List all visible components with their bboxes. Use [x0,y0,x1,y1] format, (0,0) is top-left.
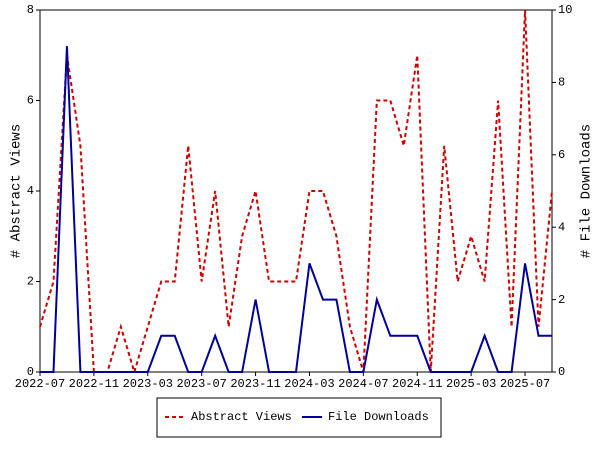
y2-tick-label: 4 [558,220,565,234]
y-tick-label: 6 [27,94,34,108]
plot-area [39,9,553,373]
x-tick-label: 2025-03 [446,377,496,391]
y2-tick-label: 0 [558,365,565,379]
x-tick-label: 2024-11 [392,377,442,391]
series-line [40,46,552,373]
x-tick-label: 2023-03 [123,377,173,391]
x-tick-label: 2023-11 [230,377,280,391]
y2-tick-label: 6 [558,148,565,162]
x-tick-label: 2024-07 [338,377,388,391]
y2-tick-label: 2 [558,293,565,307]
y-tick-label: 8 [27,3,34,17]
y2-tick-label: 8 [558,76,565,90]
y2-axis-title: # File Downloads [579,124,595,258]
x-tick-label: 2024-03 [284,377,334,391]
y-axis-title: # Abstract Views [9,124,25,258]
y-tick-label: 0 [27,365,34,379]
legend-label: Abstract Views [191,410,292,424]
y2-tick-label: 10 [558,3,572,17]
legend-label: File Downloads [328,410,429,424]
x-tick-label: 2023-07 [176,377,226,391]
y-tick-label: 4 [27,184,34,198]
series-line [39,9,553,376]
legend [156,397,442,438]
x-tick-label: 2022-07 [15,377,65,391]
y-tick-label: 2 [27,275,34,289]
x-tick-label: 2025-07 [500,377,550,391]
x-tick-label: 2022-11 [69,377,119,391]
